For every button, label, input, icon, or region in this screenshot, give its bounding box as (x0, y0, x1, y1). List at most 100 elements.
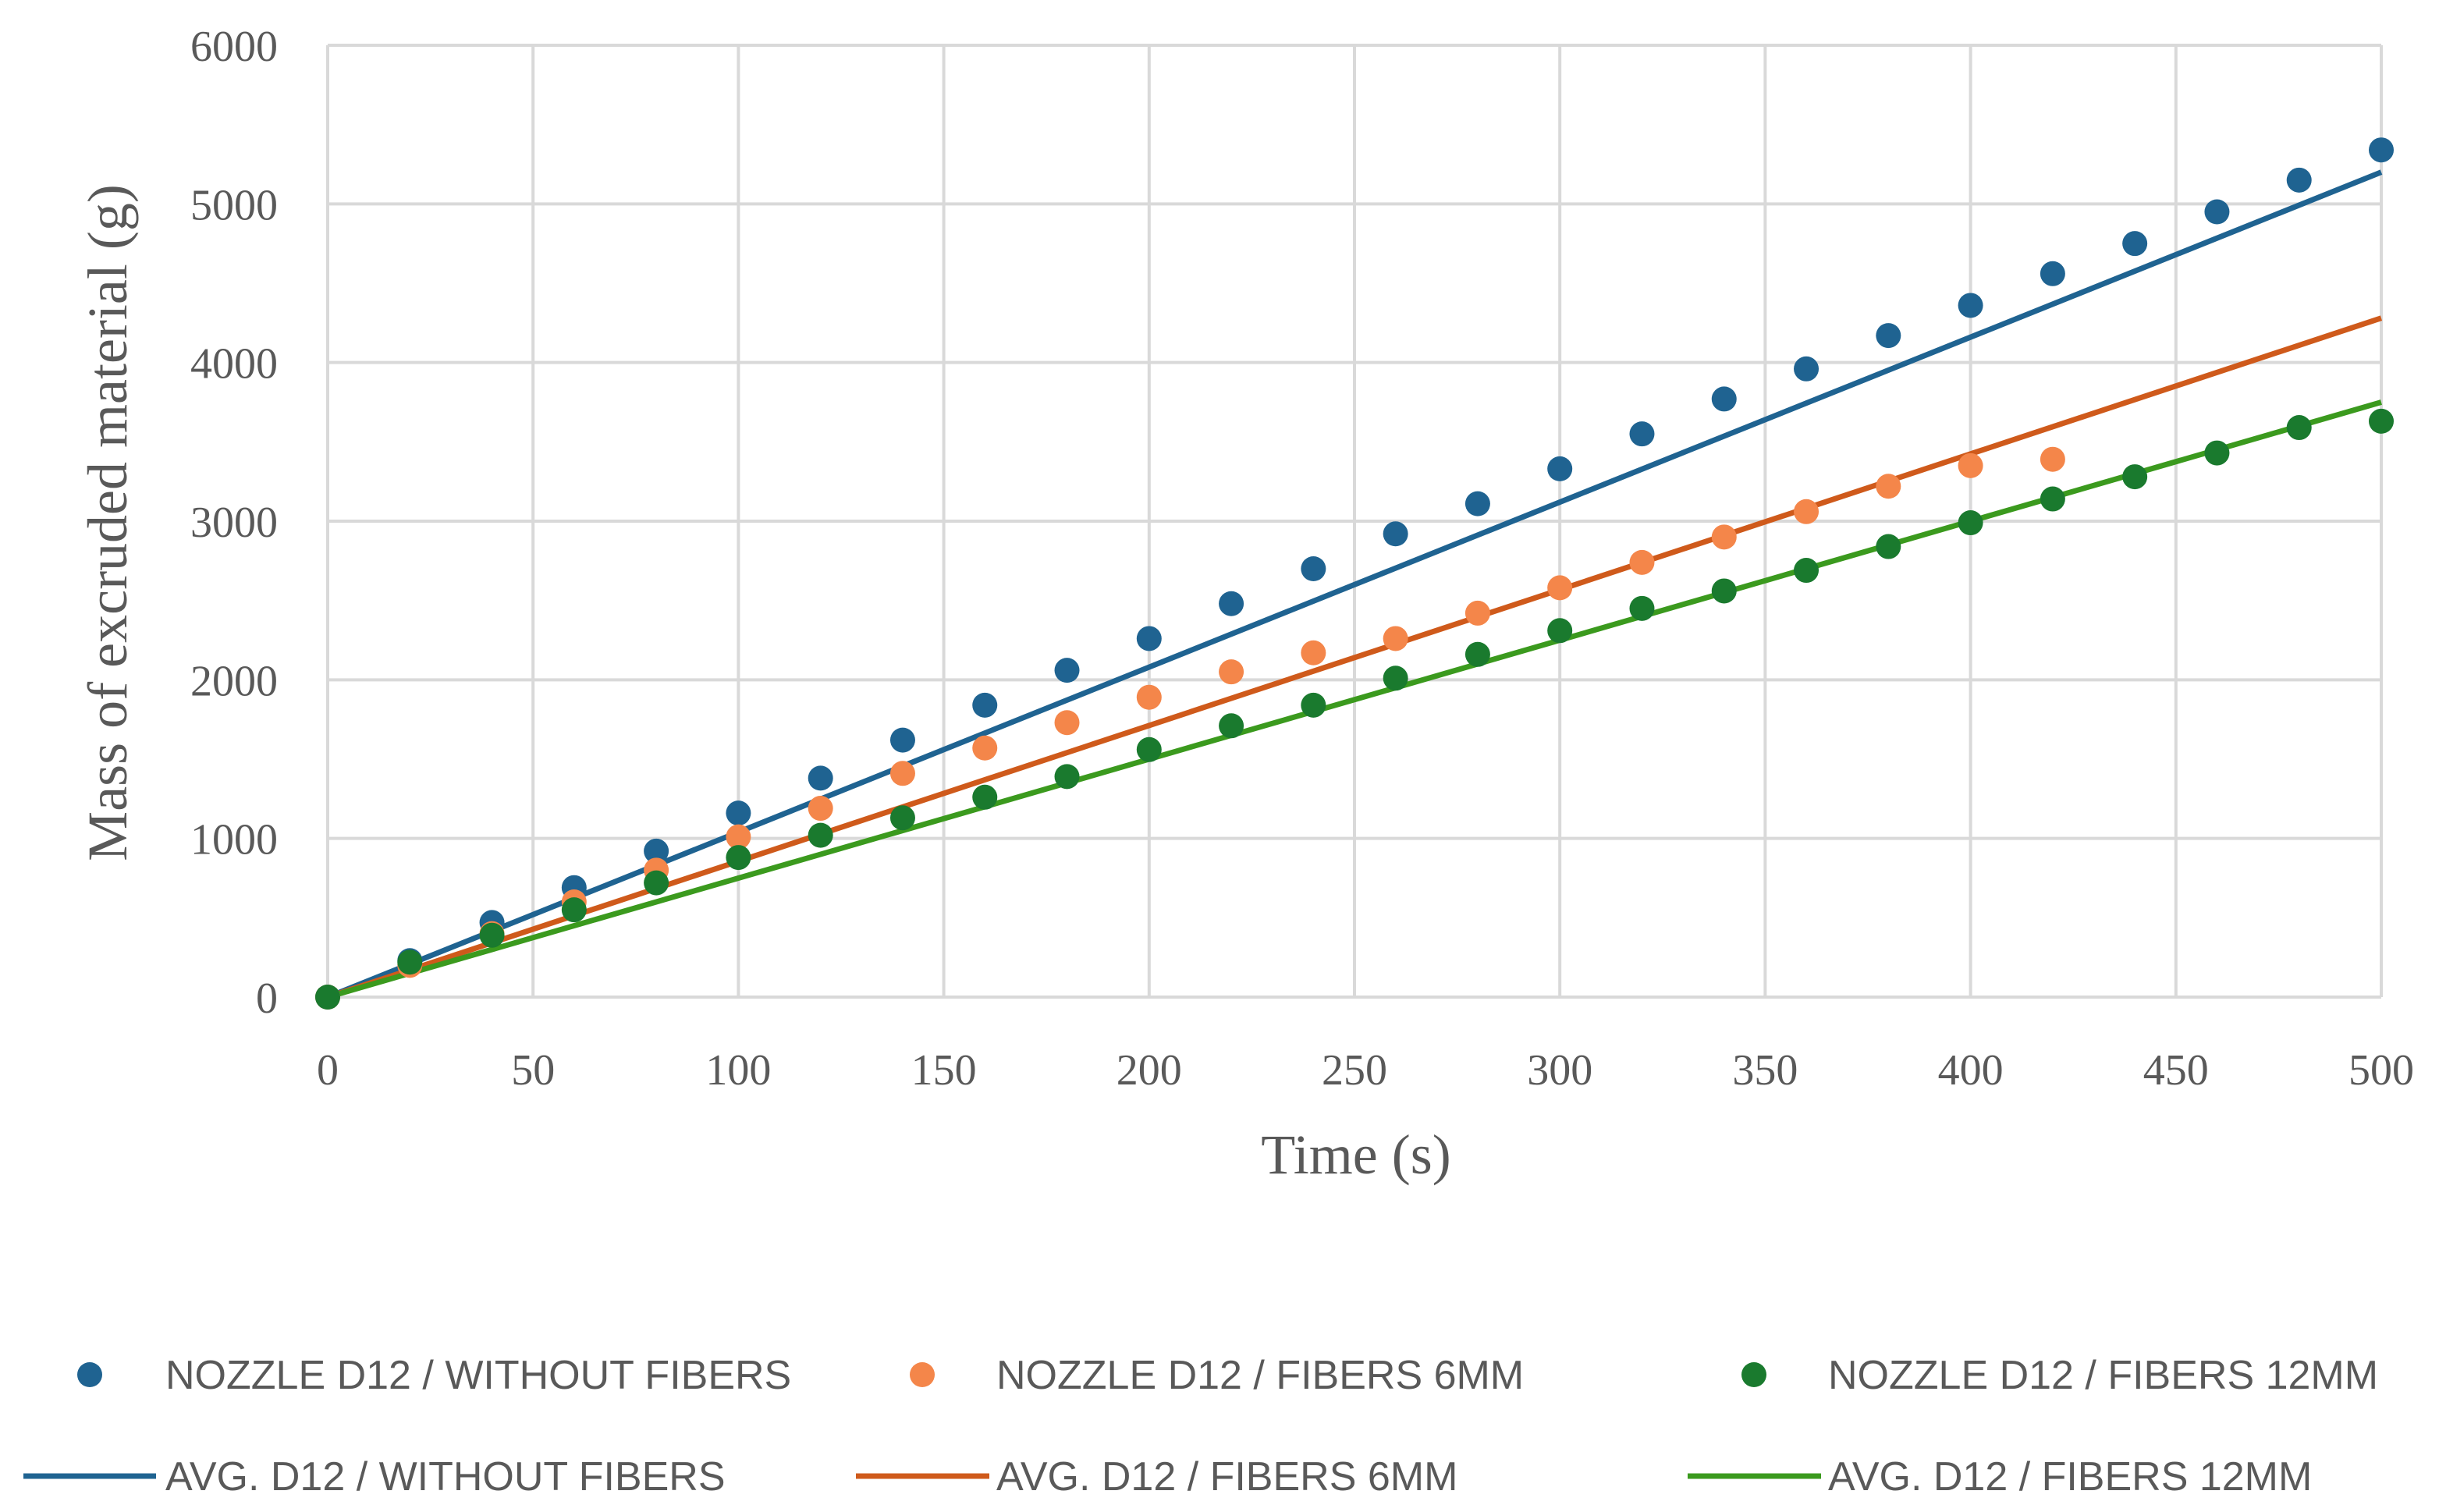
data-point-series-0 (1219, 591, 1244, 616)
data-point-series-1 (1054, 710, 1080, 736)
data-point-series-0 (1794, 356, 1819, 382)
x-tick-label: 400 (1938, 1046, 2004, 1095)
data-point-series-2 (1794, 558, 1819, 584)
x-tick-label: 100 (705, 1046, 771, 1095)
x-tick-label: 350 (1732, 1046, 1798, 1095)
legend-marker (77, 1362, 102, 1387)
x-tick-label: 0 (317, 1046, 339, 1095)
y-axis-title: Mass of excruded material (g) (76, 184, 139, 861)
data-point-series-0 (726, 800, 751, 826)
data-point-series-2 (1219, 713, 1244, 739)
data-point-series-2 (1054, 764, 1080, 790)
data-point-series-0 (1876, 323, 1901, 349)
data-points (315, 137, 2394, 1010)
data-point-series-0 (1301, 556, 1326, 581)
data-point-series-0 (1958, 293, 1983, 318)
data-point-series-2 (1629, 595, 1655, 621)
data-point-series-2 (1383, 665, 1408, 691)
grid (326, 44, 2383, 999)
x-axis-title: Time (s) (1261, 1123, 1450, 1186)
x-tick-label: 200 (1117, 1046, 1182, 1095)
data-point-series-2 (972, 784, 998, 810)
data-point-series-0 (2204, 199, 2230, 225)
y-tick-label: 0 (256, 974, 278, 1023)
data-point-series-1 (1876, 474, 1901, 499)
data-point-series-2 (2040, 486, 2065, 512)
data-point-series-1 (1547, 575, 1573, 601)
data-point-series-2 (2286, 415, 2312, 441)
data-point-series-0 (2286, 167, 2312, 193)
y-tick-label: 2000 (190, 657, 278, 705)
trend-line-series-5 (327, 399, 2382, 1000)
data-point-series-2 (1711, 578, 1737, 604)
data-point-series-0 (1054, 658, 1080, 683)
data-point-series-1 (1136, 684, 1162, 710)
legend-label: AVG. D12 / WITHOUT FIBERS (165, 1454, 726, 1500)
legend: NOZZLE D12 / WITHOUT FIBERS NOZZLE D12 / … (23, 1353, 2378, 1500)
data-point-series-0 (972, 692, 998, 718)
data-point-series-0 (2369, 137, 2394, 163)
data-point-series-2 (2204, 440, 2230, 466)
y-tick-label: 1000 (190, 816, 278, 864)
trend-lines (326, 169, 2383, 1000)
data-point-series-0 (1547, 456, 1573, 481)
data-point-series-0 (644, 838, 669, 864)
data-point-series-0 (808, 765, 833, 791)
data-point-series-2 (644, 870, 669, 896)
data-point-series-1 (1383, 626, 1408, 651)
x-tick-label: 150 (911, 1046, 977, 1095)
trend-line-series-3 (326, 169, 2383, 1000)
data-point-series-2 (1547, 618, 1573, 644)
legend-label: AVG. D12 / FIBERS 6MM (996, 1454, 1457, 1500)
data-point-series-2 (726, 845, 751, 871)
x-tick-label: 450 (2143, 1046, 2209, 1095)
y-tick-label: 6000 (190, 23, 278, 71)
x-tick-label: 250 (1322, 1046, 1387, 1095)
data-point-series-2 (561, 897, 587, 923)
legend-marker (910, 1362, 935, 1387)
x-axis-ticks: 0 50 100 150 200 250 300 350 400 450 500 (317, 1046, 2414, 1095)
x-tick-label: 500 (2348, 1046, 2414, 1095)
data-point-series-2 (1136, 736, 1162, 762)
x-tick-label: 50 (511, 1046, 555, 1095)
data-point-series-2 (1464, 641, 1490, 667)
data-point-series-2 (397, 949, 423, 975)
trend-line-series-4 (326, 315, 2383, 1000)
data-point-series-0 (2040, 261, 2065, 286)
data-point-series-2 (479, 922, 505, 948)
data-point-series-1 (1794, 499, 1819, 524)
data-point-series-2 (1958, 510, 1983, 536)
data-point-series-0 (1383, 521, 1408, 547)
data-point-series-0 (889, 727, 915, 753)
data-point-series-1 (1958, 453, 1983, 478)
y-tick-label: 5000 (190, 181, 278, 229)
legend-label: AVG. D12 / FIBERS 12MM (1828, 1454, 2312, 1500)
data-point-series-1 (1629, 549, 1655, 575)
data-point-series-2 (889, 805, 915, 831)
legend-label: NOZZLE D12 / WITHOUT FIBERS (165, 1353, 791, 1398)
data-point-series-0 (1629, 421, 1655, 447)
data-point-series-0 (2122, 231, 2148, 257)
legend-marker (1741, 1362, 1766, 1387)
data-point-series-1 (972, 735, 998, 761)
y-tick-label: 4000 (190, 340, 278, 389)
data-point-series-0 (1136, 626, 1162, 651)
data-point-series-1 (1301, 640, 1326, 665)
legend-label: NOZZLE D12 / FIBERS 12MM (1828, 1353, 2378, 1398)
data-point-series-1 (726, 824, 751, 850)
data-point-series-1 (1711, 524, 1737, 550)
data-point-series-2 (808, 822, 833, 848)
data-point-series-2 (2122, 464, 2148, 490)
data-point-series-1 (808, 796, 833, 822)
data-point-series-1 (2040, 446, 2065, 472)
x-tick-label: 300 (1527, 1046, 1592, 1095)
data-point-series-0 (1711, 386, 1737, 412)
y-tick-label: 3000 (190, 499, 278, 547)
data-point-series-2 (1301, 692, 1326, 718)
y-axis-ticks: 0 1000 2000 3000 4000 5000 6000 (190, 23, 278, 1023)
data-point-series-0 (1464, 491, 1490, 516)
data-point-series-2 (315, 985, 340, 1010)
data-point-series-1 (889, 761, 915, 786)
legend-label: NOZZLE D12 / FIBERS 6MM (996, 1353, 1524, 1398)
